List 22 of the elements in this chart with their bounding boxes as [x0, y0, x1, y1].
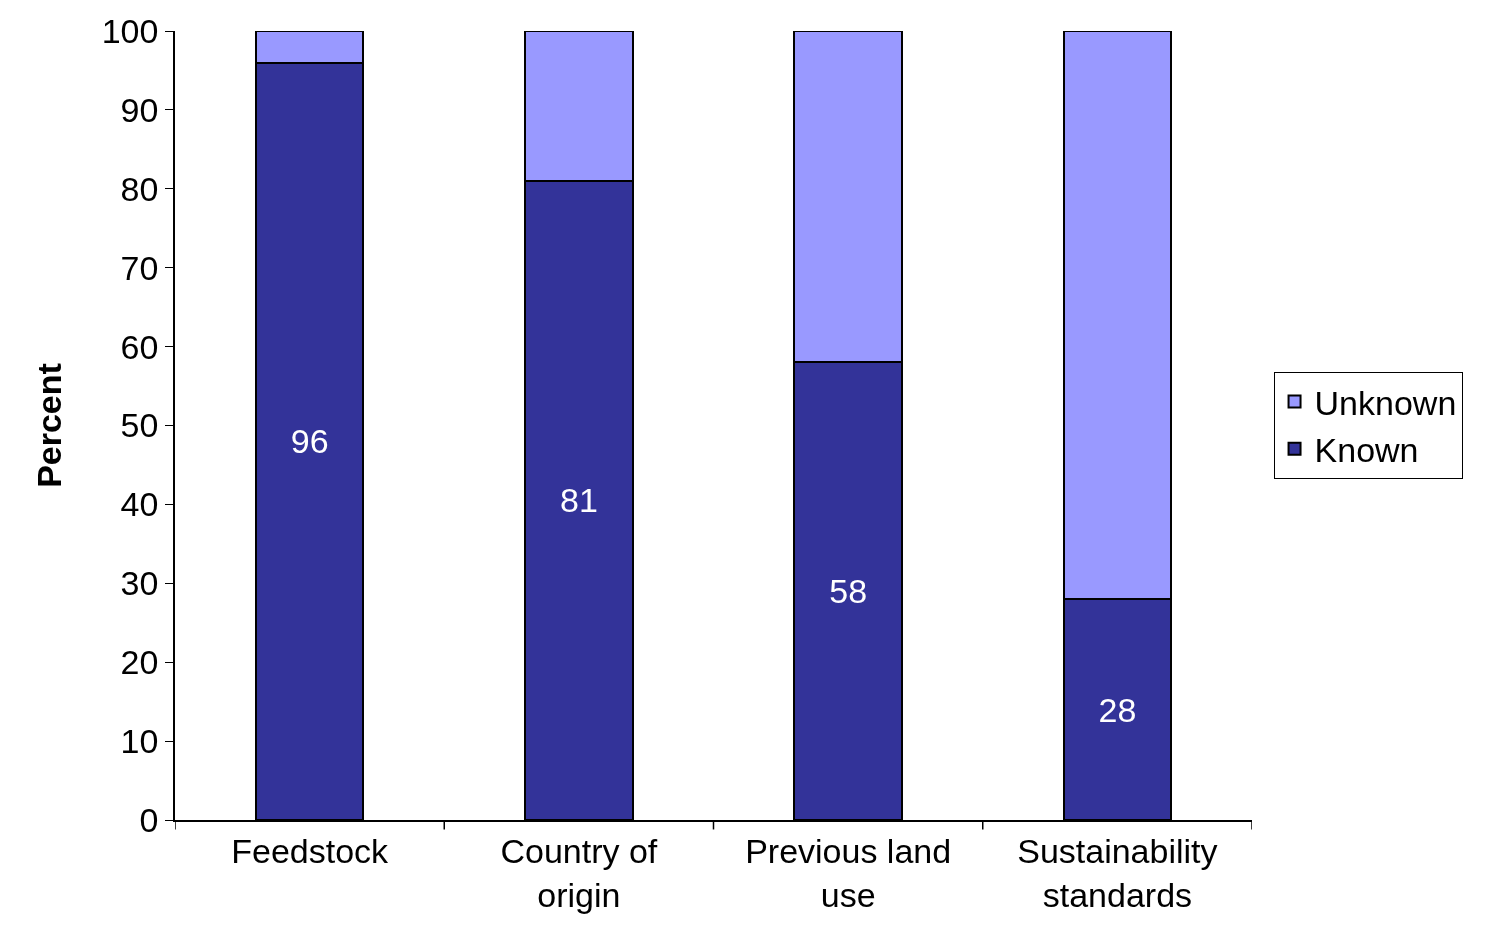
data-label: 28	[1098, 690, 1137, 729]
y-tick-label: 70	[120, 248, 159, 287]
data-label: 58	[829, 572, 868, 611]
x-tick-label: Sustainability standards	[1017, 831, 1218, 914]
data-label: 96	[290, 422, 329, 461]
data-label: 81	[559, 481, 598, 520]
y-tick-label: 0	[139, 800, 159, 839]
legend-label: Known	[1314, 431, 1419, 470]
y-axis-title: Percent	[29, 363, 68, 488]
y-tick-label: 100	[101, 11, 159, 50]
x-tick-label: Feedstock	[231, 831, 390, 870]
x-tick-label: Previous land use	[745, 831, 952, 914]
y-tick-label: 60	[120, 327, 159, 366]
y-tick-label: 10	[120, 722, 159, 760]
y-tick-label: 90	[120, 90, 159, 129]
y-tick-label: 30	[120, 564, 159, 603]
y-tick-label: 50	[120, 406, 159, 445]
legend-label: Unknown	[1314, 383, 1457, 422]
x-tick-label: Country of origin	[500, 831, 658, 914]
y-tick-label: 40	[120, 485, 159, 524]
y-tick-label: 20	[120, 643, 159, 682]
y-tick-label: 80	[120, 169, 159, 208]
